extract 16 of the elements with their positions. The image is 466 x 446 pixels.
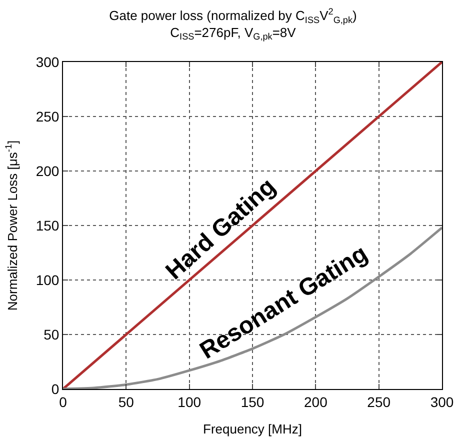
chart-title: Gate power loss (normalized by C$_{ISS}$V$^{2}$$_{G,pk}$) bbox=[109, 6, 357, 25]
y-tick-label: 0 bbox=[51, 380, 60, 397]
y-tick-label: 300 bbox=[36, 54, 60, 70]
y-tick-label: 50 bbox=[44, 326, 60, 342]
y-tick-label: 200 bbox=[36, 162, 60, 179]
x-tick-label: 50 bbox=[118, 394, 134, 410]
x-tick-label: 300 bbox=[430, 394, 454, 410]
x-tick-label: 200 bbox=[304, 394, 328, 410]
y-tick-label: 150 bbox=[36, 217, 60, 234]
x-tick-label: 250 bbox=[367, 394, 391, 410]
chart-subtitle: C$_{ISS}$=276pF, V$_{G,pk}$=8V bbox=[170, 24, 296, 42]
x-tick-label: 100 bbox=[178, 394, 202, 410]
x-axis-title: Frequency [MHz] bbox=[203, 421, 302, 436]
x-tick-label: 150 bbox=[240, 394, 264, 410]
y-tick-label: 250 bbox=[36, 108, 60, 124]
y-tick-label: 100 bbox=[36, 272, 60, 288]
